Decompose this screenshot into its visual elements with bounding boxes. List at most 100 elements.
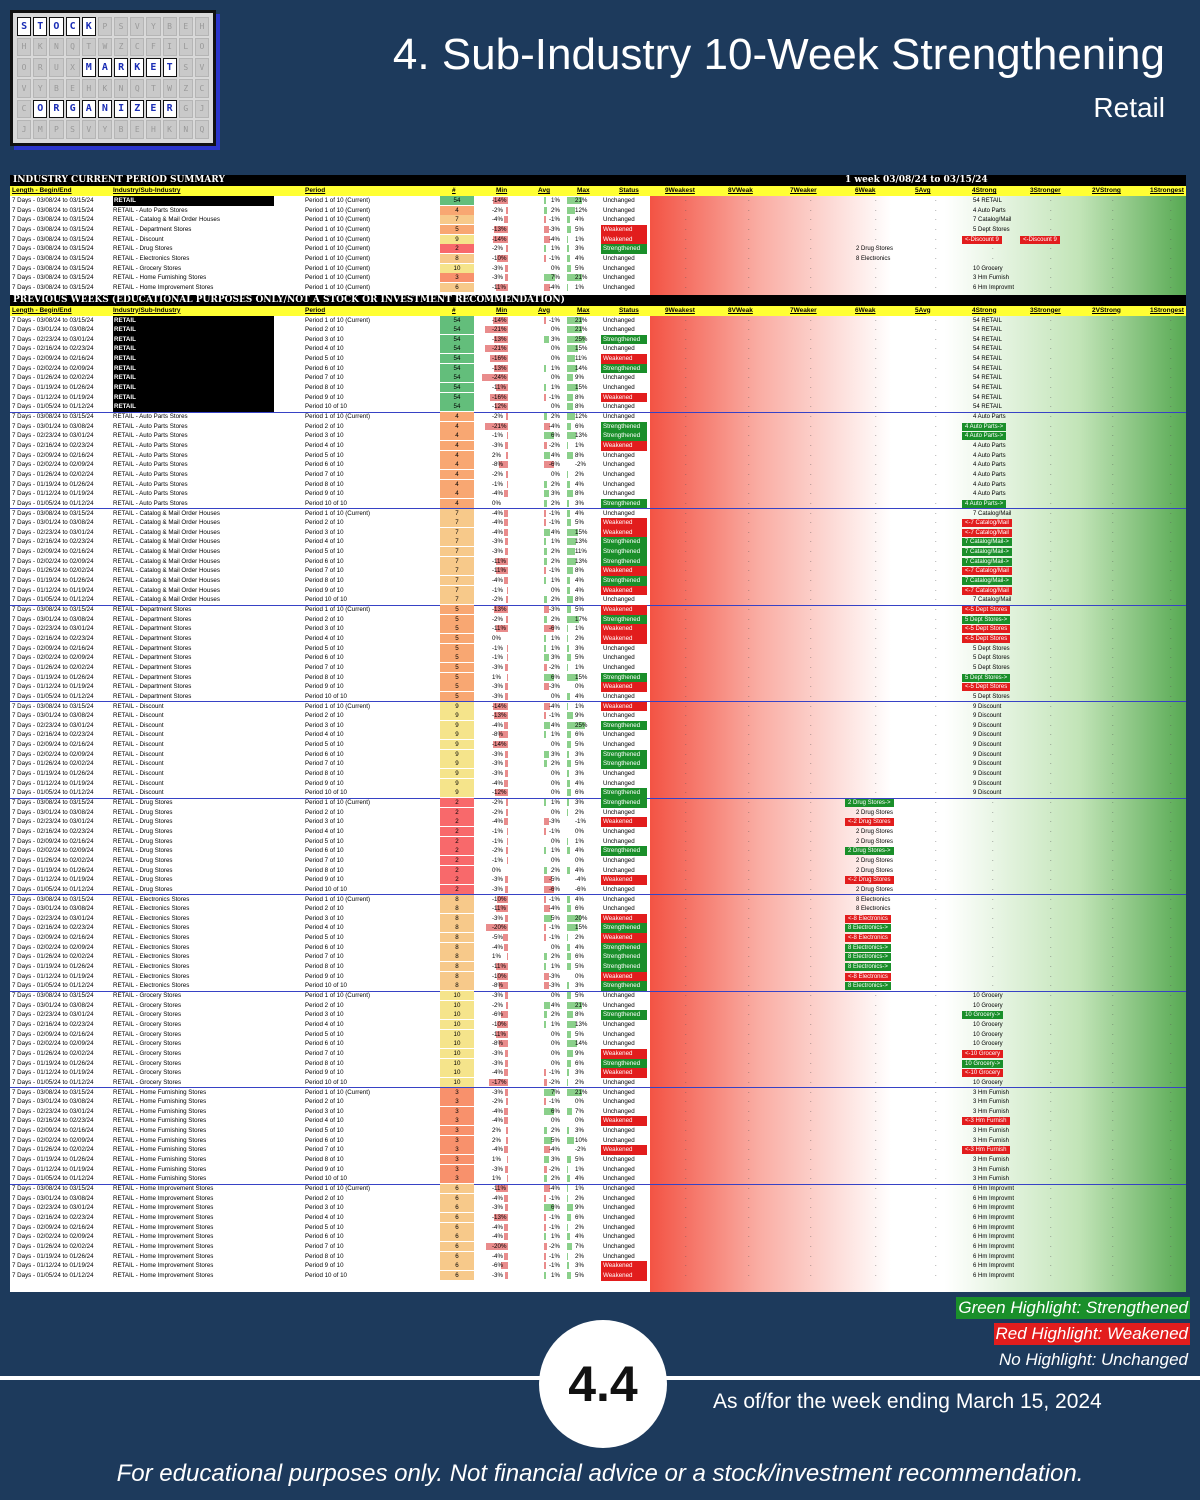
max-bar <box>567 625 568 633</box>
cell-max: 8% <box>575 1011 584 1019</box>
cell-min: -13% <box>492 335 507 343</box>
placeholder-dot: . <box>1112 654 1114 661</box>
cell-avg: 1% <box>551 799 560 806</box>
strength-label: 9 Discount <box>973 790 1002 797</box>
logo-cell: B <box>162 17 177 36</box>
cell-industry: RETAIL - Auto Parts Stores <box>113 432 188 440</box>
placeholder-dot: . <box>875 548 877 555</box>
cell-industry: RETAIL - Catalog & Mail Order Houses <box>113 577 220 585</box>
placeholder-dot: . <box>748 1078 750 1085</box>
placeholder-dot: . <box>810 335 812 342</box>
cell-status: Unchanged <box>603 1242 635 1250</box>
cell-avg: -1% <box>548 1252 560 1260</box>
cell-period: Period 8 of 10 <box>305 1059 344 1067</box>
avg-bar <box>544 422 551 430</box>
cell-length: 7 Days - 02/16/24 to 02/23/24 <box>12 924 94 932</box>
cell-status: Unchanged <box>603 1088 635 1096</box>
cell-status: Unchanged <box>603 451 635 459</box>
placeholder-dot: . <box>992 461 994 468</box>
table-row: 7 Days - 03/01/24 to 03/08/24 RETAIL Perio… <box>10 325 1186 335</box>
placeholder-dot: . <box>875 528 877 535</box>
table-row: 7 Days - 01/19/24 to 01/26/24 RETAIL - Di… <box>10 769 1186 779</box>
logo-cell: O <box>49 17 64 36</box>
placeholder-dot: . <box>1170 779 1172 786</box>
cell-industry: RETAIL - Electronics Stores <box>113 953 190 961</box>
cell-period: Period 10 of 10 <box>305 1175 347 1183</box>
cell-status: Unchanged <box>603 856 635 864</box>
cell-avg: 1% <box>551 538 560 546</box>
placeholder-dot: . <box>875 721 877 728</box>
cell-min: -3% <box>492 914 504 922</box>
cell-status: Strengthened <box>601 962 647 972</box>
placeholder-dot: . <box>1112 245 1114 252</box>
placeholder-dot: . <box>810 509 812 516</box>
placeholder-dot: . <box>1112 827 1114 834</box>
cell-length: 7 Days - 02/16/24 to 02/23/24 <box>12 827 94 835</box>
placeholder-dot: . <box>748 432 750 439</box>
cell-avg: 1% <box>551 197 560 204</box>
max-bar <box>567 206 576 214</box>
placeholder-dot: . <box>1170 451 1172 458</box>
cell-avg: 0% <box>551 770 560 778</box>
avg-bar <box>544 1233 546 1241</box>
cell-min: -14% <box>492 197 507 204</box>
max-bar <box>567 1136 574 1144</box>
placeholder-dot: . <box>875 197 877 203</box>
placeholder-dot: . <box>875 1069 877 1076</box>
table-row: 7 Days - 02/09/24 to 02/16/24 RETAIL - El… <box>10 933 1186 943</box>
cell-count: 4 <box>440 205 474 215</box>
table-row: 7 Days - 03/08/24 to 03/15/24 RETAIL - Dr… <box>10 244 1186 254</box>
placeholder-dot: . <box>1112 1069 1114 1076</box>
cell-max: 13% <box>575 1020 588 1028</box>
placeholder-dot: . <box>748 1165 750 1172</box>
placeholder-dot: . <box>685 548 687 555</box>
cell-status: Weakened <box>601 971 647 982</box>
placeholder-dot: . <box>810 538 812 545</box>
cell-avg: 4% <box>551 451 560 459</box>
placeholder-dot: . <box>810 692 812 699</box>
cell-period: Period 5 of 10 <box>305 934 344 942</box>
placeholder-dot: . <box>1050 1262 1052 1269</box>
placeholder-dot: . <box>748 1040 750 1047</box>
cell-count: 4 <box>440 421 474 431</box>
cell-status: Strengthened <box>601 576 647 586</box>
placeholder-dot: . <box>685 1194 687 1201</box>
min-bar <box>503 490 508 498</box>
cell-count: 54 <box>440 354 474 364</box>
table-row: 7 Days - 02/02/24 to 02/09/24 RETAIL - Ho… <box>10 1135 1186 1146</box>
cell-max: 9% <box>575 712 584 720</box>
placeholder-dot: . <box>748 943 750 950</box>
cell-max: 4% <box>575 847 584 855</box>
placeholder-dot: . <box>935 335 937 342</box>
placeholder-dot: . <box>935 274 937 281</box>
placeholder-dot: . <box>810 1011 812 1018</box>
placeholder-dot: . <box>685 1156 687 1163</box>
table-row: 7 Days - 02/02/24 to 02/09/24 RETAIL - Di… <box>10 749 1186 760</box>
placeholder-dot: . <box>1170 206 1172 213</box>
min-bar <box>499 731 508 739</box>
placeholder-dot: . <box>810 245 812 252</box>
placeholder-dot: . <box>685 1040 687 1047</box>
cell-length: 7 Days - 02/16/24 to 02/23/24 <box>12 731 94 739</box>
placeholder-dot: . <box>992 225 994 232</box>
cell-max: 1% <box>575 663 584 671</box>
cell-min: 2% <box>492 1136 501 1144</box>
cell-max: 5% <box>575 264 584 272</box>
cell-min: -4% <box>492 216 504 224</box>
cell-count: 5 <box>440 643 474 653</box>
cell-count: 3 <box>440 1126 474 1136</box>
cell-count: 2 <box>440 865 474 875</box>
cell-count: 54 <box>440 325 474 335</box>
cell-industry: RETAIL - Home Furnishing Stores <box>113 1127 207 1135</box>
cell-length: 7 Days - 02/02/24 to 02/09/24 <box>12 943 94 951</box>
cell-count: 2 <box>440 244 474 254</box>
strength-label: 54 RETAIL <box>973 404 1002 411</box>
cell-industry: RETAIL - Auto Parts Stores <box>113 490 188 498</box>
cell-industry: RETAIL - Home Furnishing Stores <box>113 1146 207 1154</box>
strength-label: <-2 Drug Stores <box>845 876 894 885</box>
logo-cell: S <box>17 17 32 36</box>
table-row: 7 Days - 01/12/24 to 01/19/24 RETAIL - Dr… <box>10 875 1186 885</box>
placeholder-dot: . <box>992 326 994 333</box>
cell-industry: RETAIL - Drug Stores <box>113 847 173 855</box>
placeholder-dot: . <box>1170 283 1172 290</box>
